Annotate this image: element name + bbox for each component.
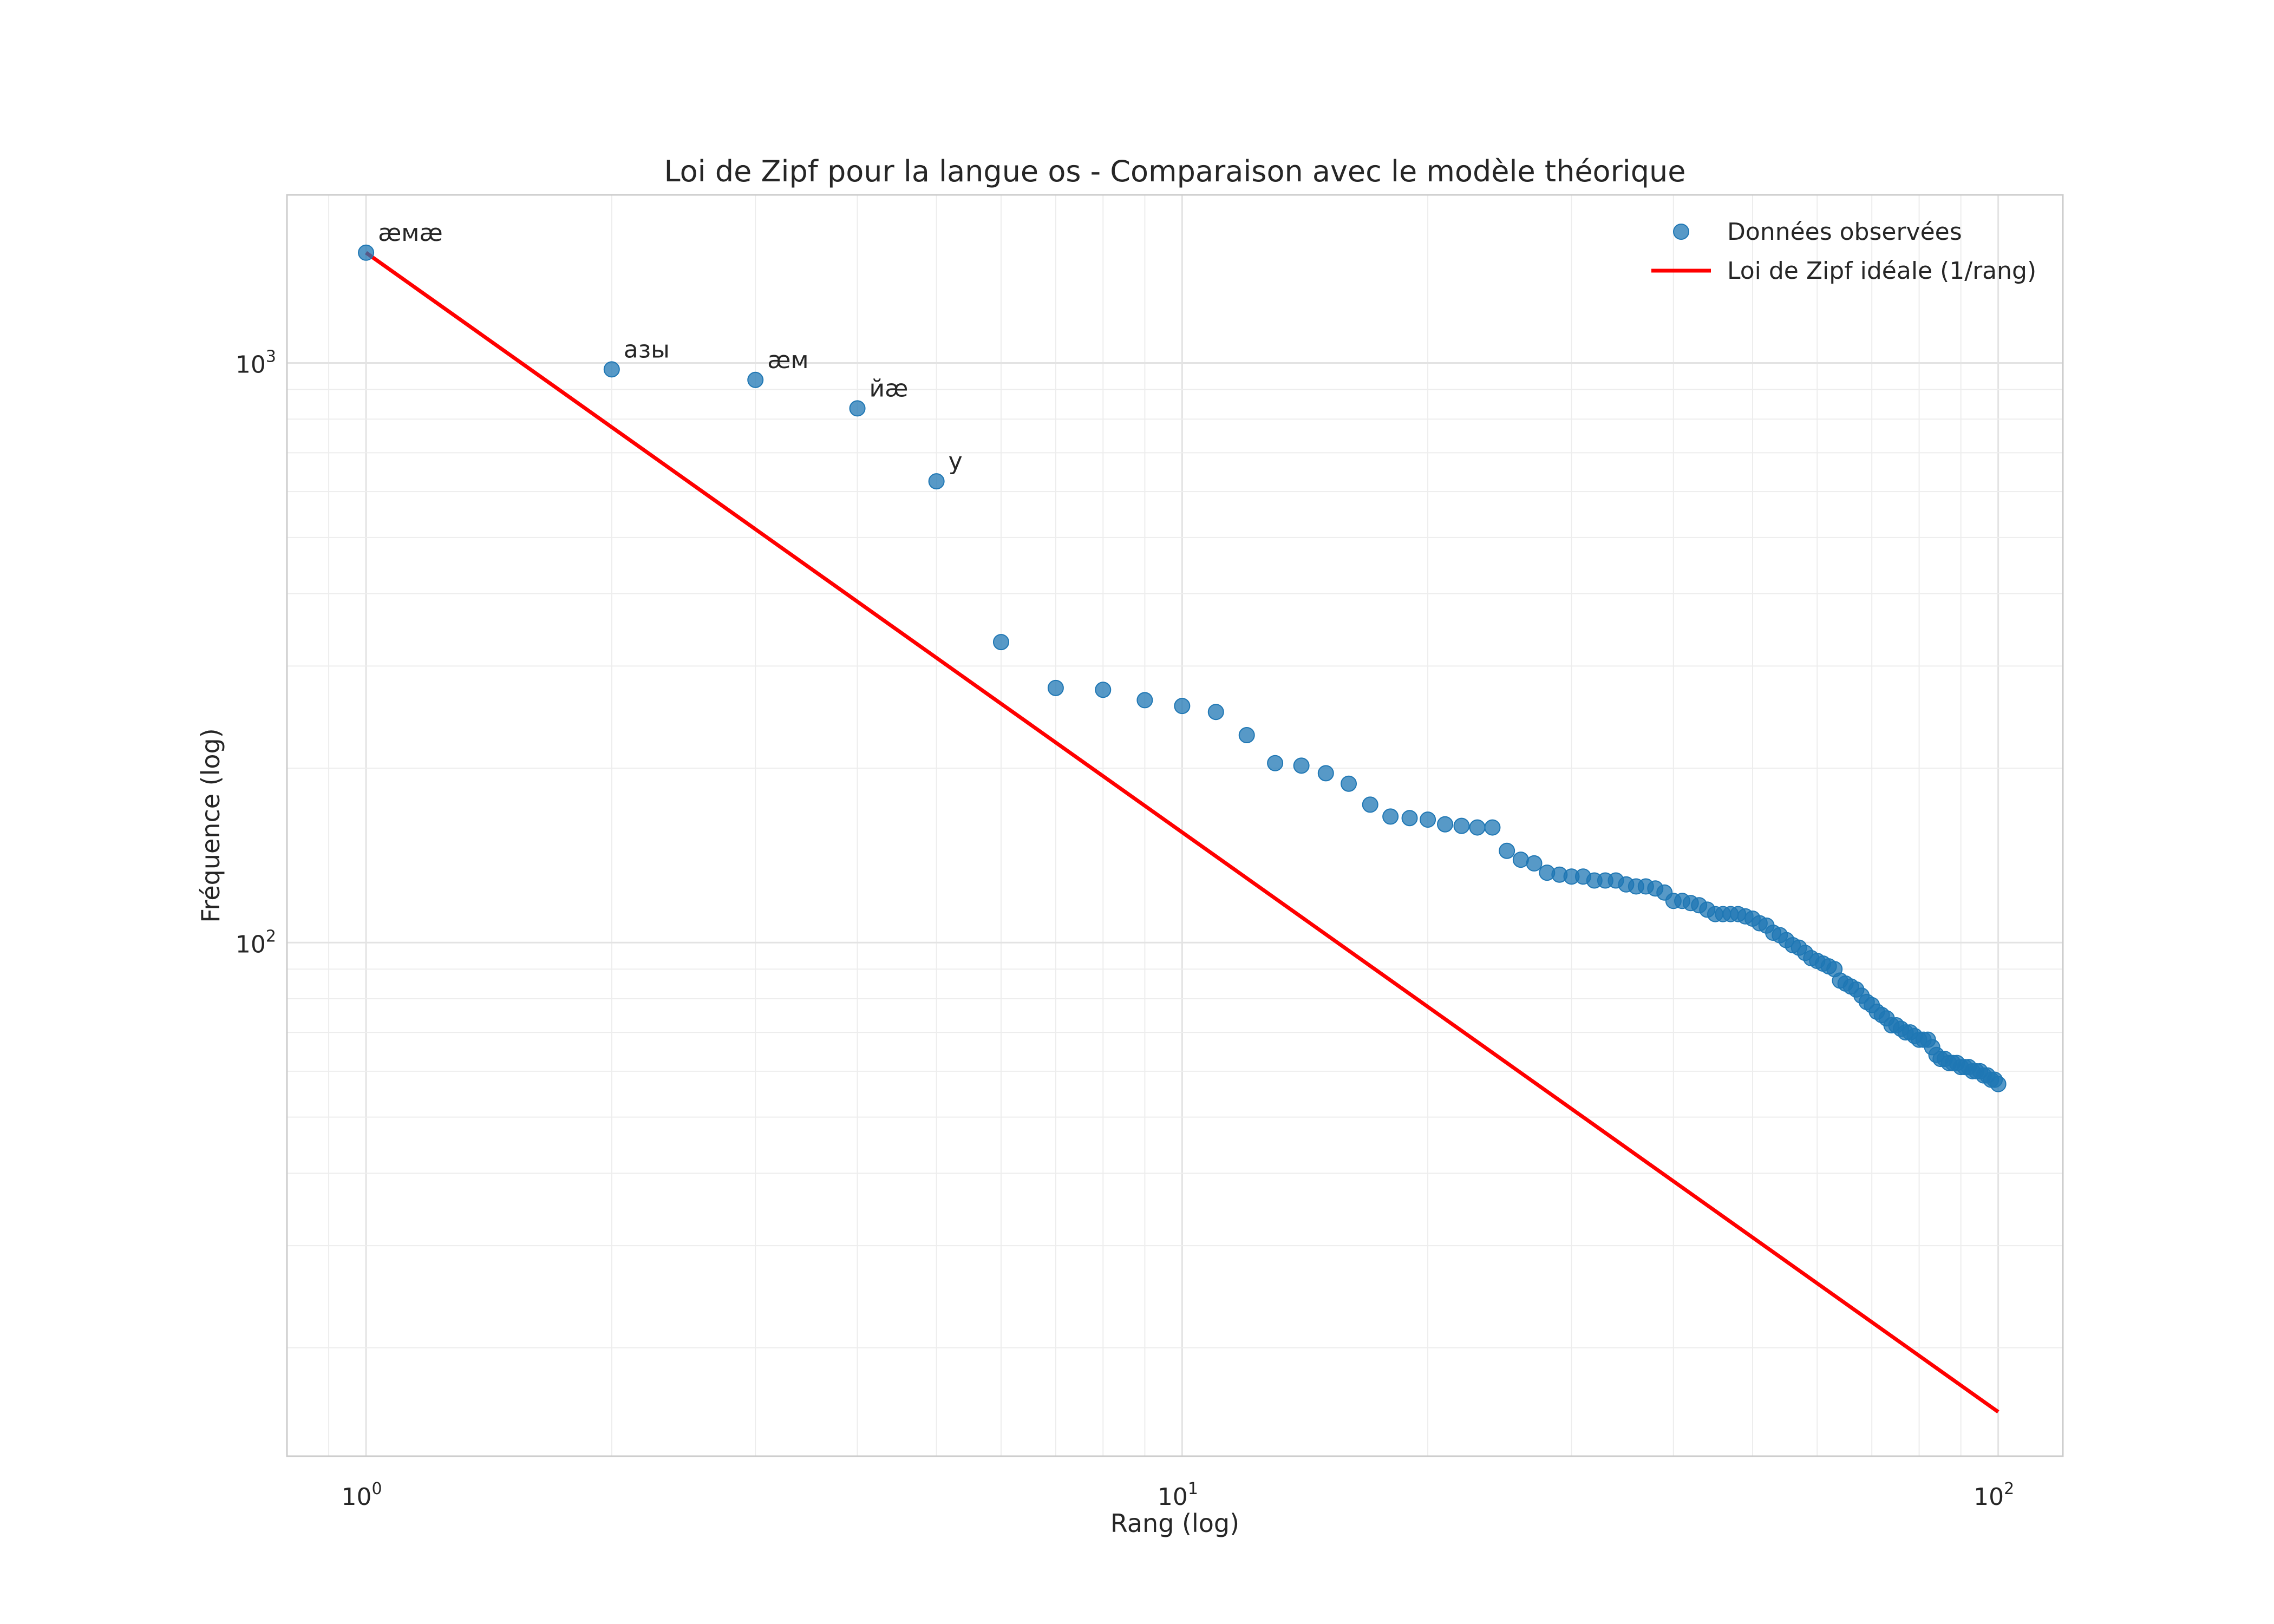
data-point xyxy=(1512,852,1529,868)
data-point xyxy=(1484,819,1501,836)
data-point xyxy=(992,634,1009,651)
data-point xyxy=(1293,757,1310,774)
data-point xyxy=(1207,704,1224,721)
legend-label-zipf: Loi de Zipf idéale (1/rang) xyxy=(1727,257,2036,285)
point-annotation: у xyxy=(949,448,963,475)
data-point xyxy=(1420,811,1436,828)
data-point xyxy=(358,244,375,261)
annotations: æмæ азы æм йæ у xyxy=(378,219,963,475)
data-point xyxy=(1401,810,1418,827)
x-tick-label: 102 xyxy=(1974,1479,2014,1511)
data-point xyxy=(1499,842,1515,859)
data-point xyxy=(1174,698,1191,715)
legend: Données observées Loi de Zipf idéale (1/… xyxy=(1651,218,2036,285)
legend-marker-observed xyxy=(1673,224,1689,240)
y-axis-label: Fréquence (log) xyxy=(196,728,225,922)
data-point xyxy=(747,371,764,388)
data-point xyxy=(1362,796,1378,813)
zipf-ideal-line xyxy=(365,251,1999,1414)
legend-label-observed: Données observées xyxy=(1727,218,1962,246)
data-point xyxy=(849,400,866,417)
data-point xyxy=(1453,817,1470,834)
x-axis-label: Rang (log) xyxy=(1110,1509,1239,1538)
point-annotation: азы xyxy=(624,336,670,363)
data-point xyxy=(928,473,945,490)
data-point xyxy=(1341,775,1357,792)
data-point xyxy=(1382,808,1399,825)
x-tick-label: 100 xyxy=(342,1479,382,1511)
chart-title: Loi de Zipf pour la langue os - Comparai… xyxy=(664,154,1685,188)
data-point xyxy=(1526,855,1543,872)
data-point xyxy=(1469,819,1486,836)
data-point xyxy=(1317,765,1334,782)
data-point xyxy=(1238,727,1255,744)
point-annotation: æм xyxy=(767,346,808,374)
data-point xyxy=(1095,682,1112,698)
data-point xyxy=(1047,679,1064,696)
y-tick-label: 103 xyxy=(236,348,276,379)
y-tick-label: 102 xyxy=(236,927,276,958)
data-point xyxy=(1437,816,1454,833)
data-point xyxy=(603,361,620,378)
point-annotation: йæ xyxy=(870,375,909,402)
data-point xyxy=(1990,1076,2007,1092)
ticks: 100 101 102 102 103 xyxy=(236,348,2014,1511)
x-tick-label: 101 xyxy=(1158,1479,1198,1511)
data-point xyxy=(1267,755,1284,771)
plot-frame xyxy=(286,194,2064,1457)
series-layer xyxy=(358,244,2007,1414)
point-annotation: æмæ xyxy=(378,219,443,247)
data-point xyxy=(1136,692,1153,709)
